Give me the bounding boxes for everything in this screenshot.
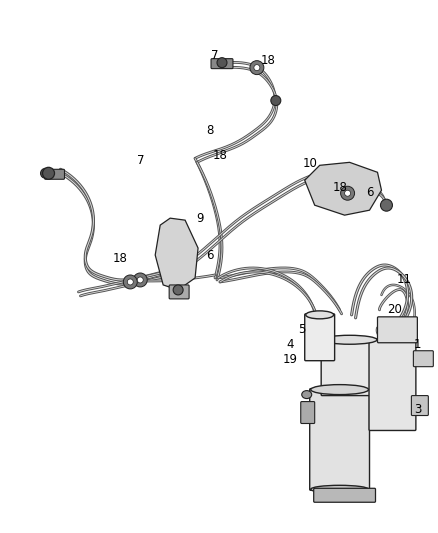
Circle shape [341, 186, 355, 200]
Text: 1: 1 [413, 338, 421, 351]
Text: 18: 18 [212, 149, 227, 162]
Polygon shape [305, 163, 381, 215]
Text: 8: 8 [206, 124, 214, 137]
Circle shape [127, 279, 133, 285]
Ellipse shape [306, 311, 334, 319]
Text: 20: 20 [387, 303, 402, 317]
Circle shape [124, 275, 137, 289]
Circle shape [345, 190, 350, 196]
FancyBboxPatch shape [301, 401, 314, 424]
Circle shape [133, 273, 147, 287]
Ellipse shape [311, 486, 368, 493]
Text: 4: 4 [286, 338, 293, 351]
Circle shape [217, 58, 227, 68]
Text: 6: 6 [366, 185, 373, 199]
Text: 11: 11 [397, 273, 412, 286]
Text: 18: 18 [261, 54, 275, 67]
Circle shape [137, 277, 143, 283]
Circle shape [381, 199, 392, 211]
Text: 18: 18 [332, 181, 347, 194]
FancyBboxPatch shape [321, 339, 378, 395]
Circle shape [41, 168, 50, 178]
Circle shape [42, 167, 54, 179]
Circle shape [173, 285, 183, 295]
Text: 6: 6 [206, 248, 214, 262]
FancyBboxPatch shape [169, 285, 189, 299]
FancyBboxPatch shape [211, 59, 233, 69]
Text: 19: 19 [282, 353, 297, 366]
Text: 7: 7 [211, 49, 219, 62]
Ellipse shape [311, 385, 368, 394]
FancyBboxPatch shape [411, 395, 428, 416]
FancyBboxPatch shape [413, 351, 433, 367]
FancyBboxPatch shape [378, 317, 417, 343]
FancyBboxPatch shape [305, 314, 335, 361]
FancyBboxPatch shape [314, 488, 375, 502]
Circle shape [254, 64, 260, 71]
Text: 10: 10 [302, 157, 317, 170]
Circle shape [271, 95, 281, 106]
Text: 7: 7 [137, 154, 144, 167]
Ellipse shape [322, 335, 377, 344]
Polygon shape [155, 218, 198, 290]
Text: 18: 18 [113, 252, 128, 264]
FancyBboxPatch shape [45, 169, 64, 179]
FancyBboxPatch shape [310, 389, 370, 490]
Circle shape [250, 61, 264, 75]
FancyBboxPatch shape [369, 339, 416, 431]
Text: 9: 9 [196, 212, 204, 224]
Ellipse shape [302, 391, 312, 399]
Text: 5: 5 [298, 324, 305, 336]
Text: 3: 3 [413, 403, 421, 416]
